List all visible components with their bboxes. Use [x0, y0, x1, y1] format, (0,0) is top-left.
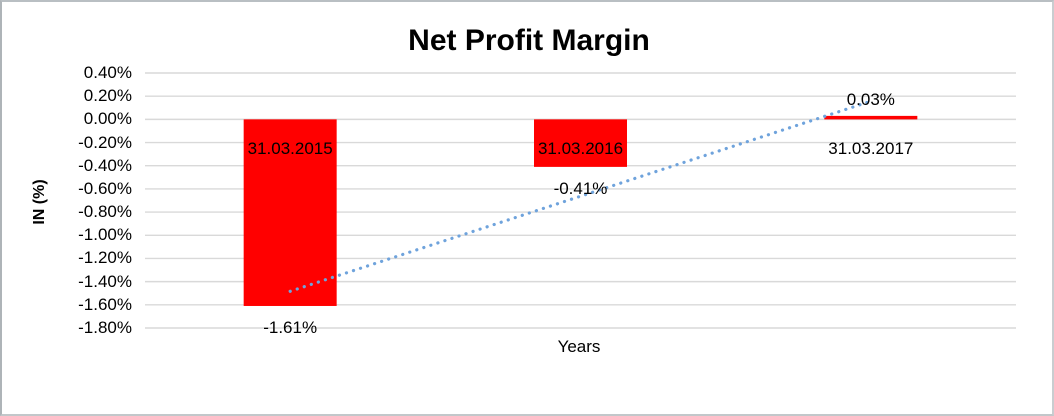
y-tick-label: -1.00%: [78, 225, 132, 245]
y-tick-label: -1.80%: [78, 318, 132, 337]
y-tick-label: -0.80%: [78, 202, 132, 222]
category-label: 31.03.2015: [247, 139, 333, 158]
y-tick-label: -1.60%: [78, 294, 132, 314]
data-label: 0.03%: [846, 89, 895, 109]
y-tick-label: -0.60%: [78, 178, 132, 198]
y-tick-label: 0.00%: [83, 109, 132, 129]
trendline[interactable]: [288, 99, 873, 293]
y-tick-label: -1.40%: [78, 271, 132, 291]
y-tick-label: 0.20%: [83, 86, 132, 106]
data-label: -0.41%: [553, 178, 608, 198]
category-label: 31.03.2017: [828, 139, 914, 158]
y-tick-label: -0.20%: [78, 132, 132, 152]
bar-31.03.2017[interactable]: [824, 115, 918, 120]
x-axis-title: Years: [557, 337, 601, 356]
bar-series: [243, 115, 918, 306]
category-label: 31.03.2016: [537, 139, 624, 158]
y-tick-label: 0.40%: [83, 63, 132, 82]
trendline-group: [288, 99, 873, 293]
data-label: -1.61%: [263, 317, 318, 337]
bar-31.03.2015[interactable]: [243, 119, 337, 306]
bar-31.03.2016[interactable]: [534, 119, 627, 167]
y-tick-label: -0.40%: [78, 155, 132, 175]
y-tick-label: -1.20%: [78, 248, 132, 268]
chart-title: Net Profit Margin: [408, 24, 650, 57]
